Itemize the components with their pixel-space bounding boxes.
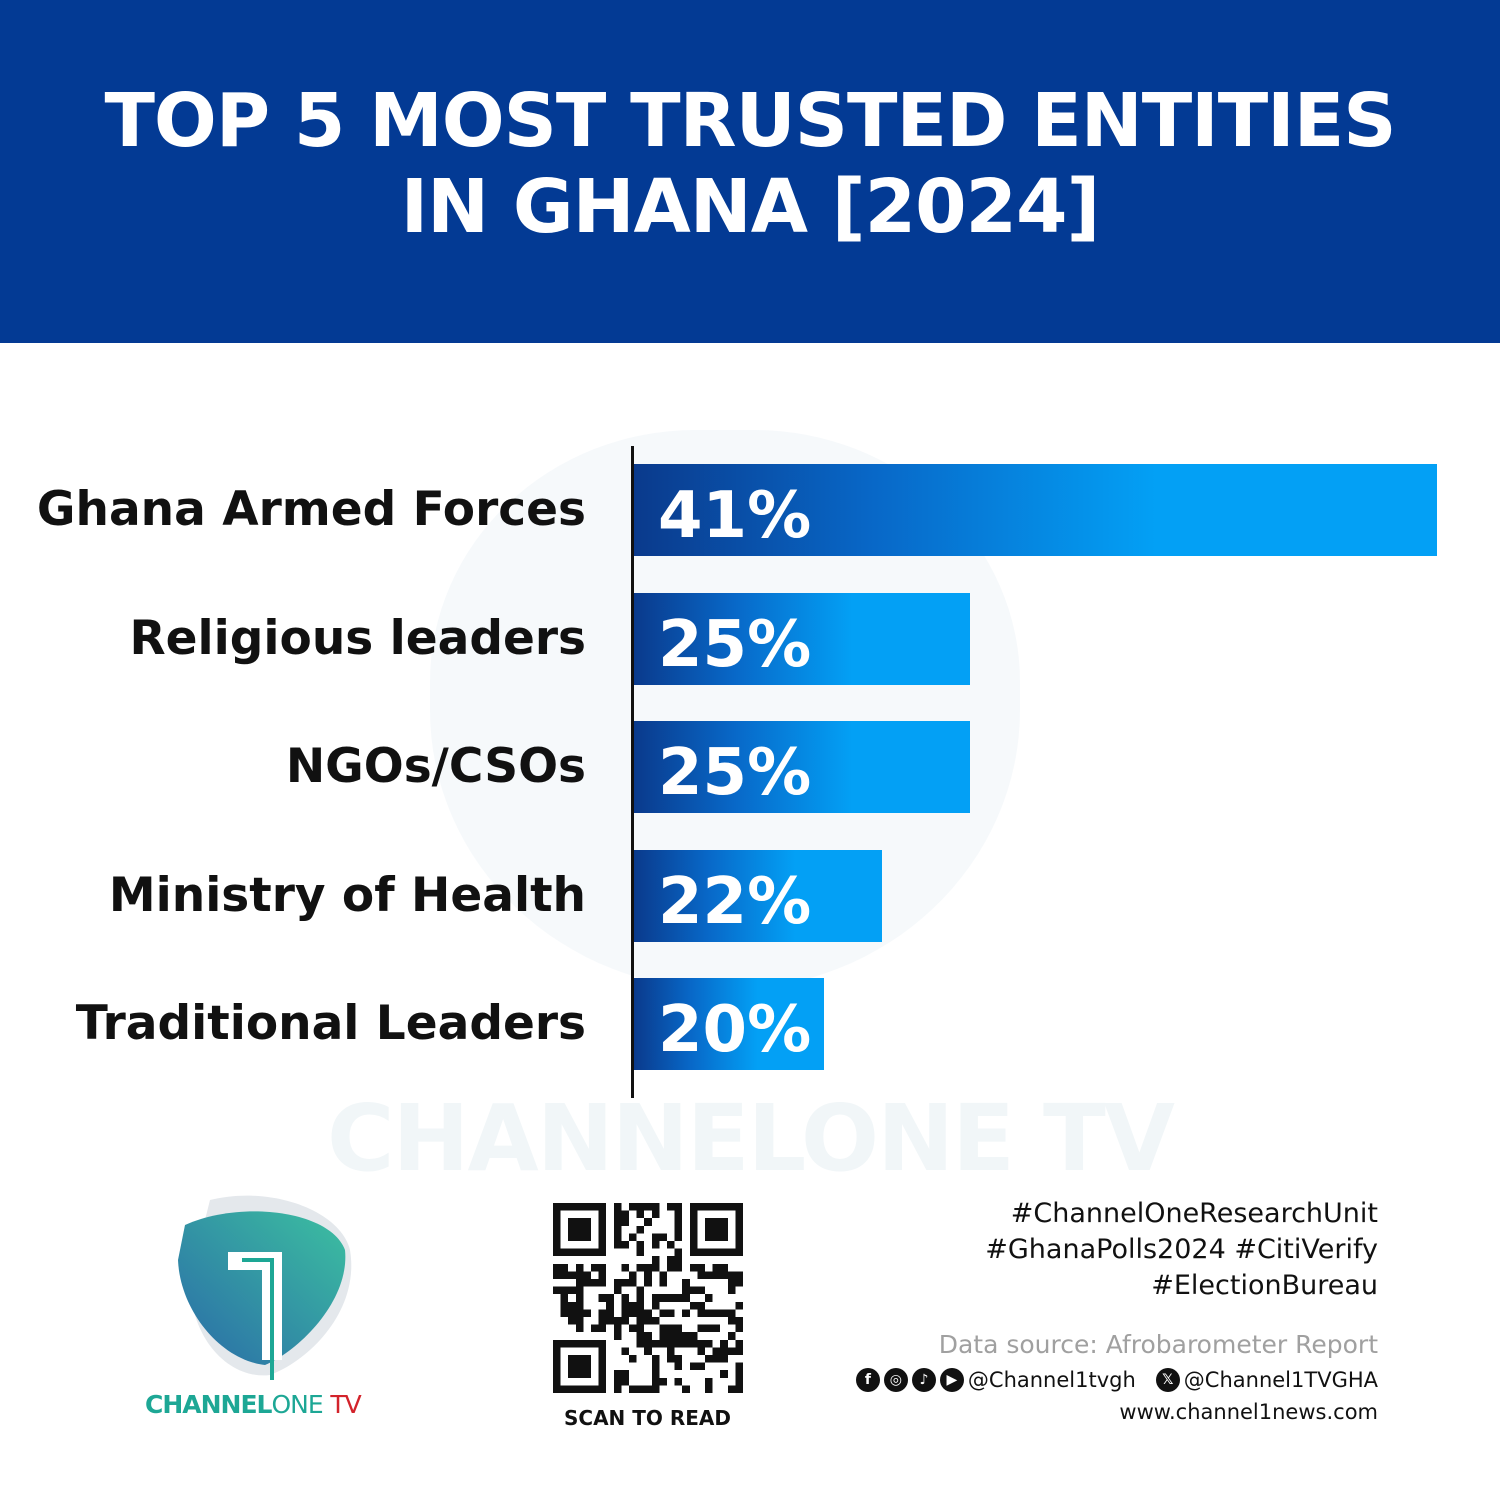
hashtags: #ChannelOneResearchUnit #GhanaPolls2024 … [985, 1196, 1378, 1304]
category-label: Traditional Leaders [75, 996, 586, 1051]
data-label: 20% [658, 993, 812, 1067]
hashtag-line: #ElectionBureau [1151, 1270, 1378, 1301]
website: www.channel1news.com [1119, 1400, 1378, 1424]
category-label: Ministry of Health [108, 867, 586, 923]
data-label: 22% [658, 864, 812, 939]
channelone-logo [178, 1195, 352, 1380]
bar: 25% [634, 721, 970, 813]
hashtag-line: #ChannelOneResearchUnit [1010, 1198, 1378, 1229]
category-label: Religious leaders [129, 610, 586, 666]
category-label: Ghana Armed Forces [36, 482, 586, 537]
title-line-1: TOP 5 MOST TRUSTED ENTITIES [104, 78, 1396, 164]
data-label: 25% [658, 607, 812, 682]
x-icon[interactable]: 𝕏 [1155, 1368, 1180, 1392]
social-handle: @Channel1tvgh [967, 1368, 1136, 1392]
youtube-icon[interactable]: ▶ [939, 1368, 964, 1392]
social-handles: f ◎ ♪ ▶ @Channel1tvgh 𝕏 @Channel1TVGHA [855, 1368, 1378, 1392]
chart-title: TOP 5 MOST TRUSTED ENTITIES IN GHANA [20… [0, 78, 1500, 250]
tiktok-icon[interactable]: ♪ [911, 1368, 936, 1392]
qr-code[interactable] [553, 1203, 743, 1393]
y-axis-line [631, 446, 634, 1098]
data-label: 25% [658, 736, 812, 810]
instagram-icon[interactable]: ◎ [883, 1368, 908, 1392]
bar: 22% [634, 849, 883, 942]
bar: 25% [634, 592, 970, 685]
bar: 20% [634, 978, 824, 1070]
qr-caption: SCAN TO READ [563, 1406, 731, 1430]
data-label: 41% [658, 479, 812, 553]
watermark-text: CHANNELONE TV [327, 1085, 1175, 1192]
header-banner: TOP 5 MOST TRUSTED ENTITIES IN GHANA [20… [0, 0, 1500, 343]
category-label: NGOs/CSOs [285, 739, 586, 794]
hashtag-line: #GhanaPolls2024 #CitiVerify [985, 1234, 1378, 1265]
bar: 41% [634, 464, 1437, 556]
title-line-2: IN GHANA [2024] [400, 164, 1101, 250]
data-source: Data source: Afrobarometer Report [938, 1330, 1378, 1359]
logo-wordmark: CHANNELONE TV [145, 1390, 362, 1419]
x-handle: @Channel1TVGHA [1183, 1368, 1378, 1392]
facebook-icon[interactable]: f [855, 1368, 880, 1392]
